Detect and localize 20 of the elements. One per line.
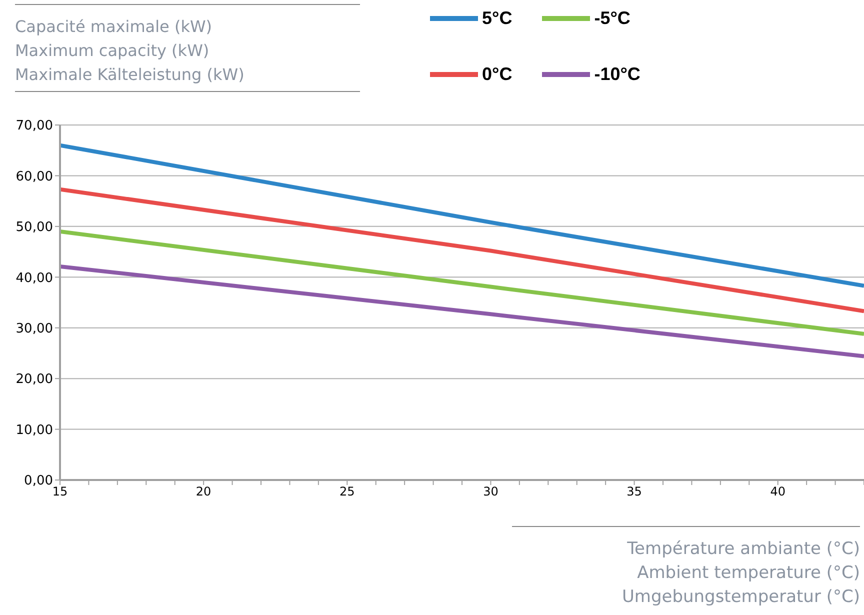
x-tick-label: 40 <box>770 484 786 499</box>
y-tick-label: 70,00 <box>16 118 53 134</box>
x-tick-label: 25 <box>340 484 355 499</box>
x-tick-label: 20 <box>196 484 212 499</box>
x-tick-label: 30 <box>483 484 498 499</box>
y-tick-label: 60,00 <box>16 169 53 184</box>
legend-label: -10°C <box>594 64 640 84</box>
y-tick-label: 10,00 <box>16 422 53 438</box>
x-tick-label: 35 <box>626 484 642 499</box>
x-axis-title: Température ambiante (°C) Ambient temperature (°C) Umgebungstemperatur (°C) <box>512 526 860 609</box>
chart-title: Capacité maximale (kW) Maximum capacity (kW) Maximale Kälteleistung (kW) <box>15 4 360 92</box>
y-tick-label: 30,00 <box>16 321 53 336</box>
x-tick-label: 15 <box>52 484 68 499</box>
y-tick-label: 50,00 <box>16 220 53 236</box>
y-tick-label: 40,00 <box>16 270 53 286</box>
legend-label: 0°C <box>482 64 512 84</box>
legend-label: -5°C <box>594 8 630 28</box>
y-tick-label: 0,00 <box>24 474 53 489</box>
legend-label: 5°C <box>482 8 512 28</box>
y-tick-label: 20,00 <box>16 372 53 388</box>
